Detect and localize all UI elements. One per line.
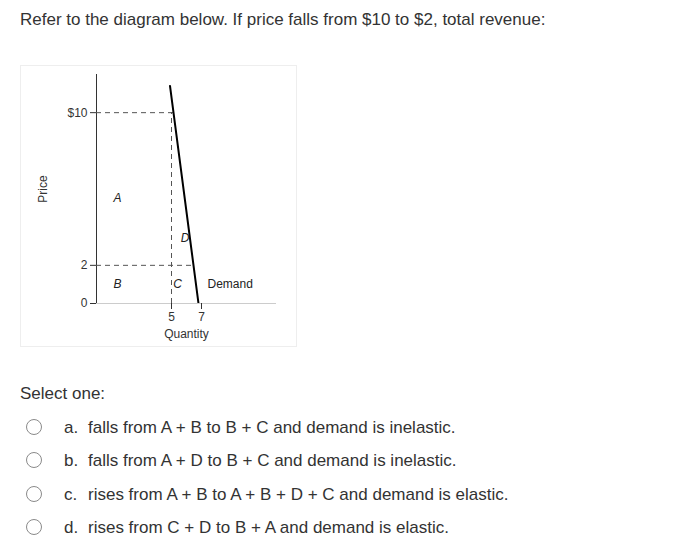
svg-text:Quantity: Quantity (164, 327, 209, 341)
html-text:c.: c. (64, 485, 78, 504)
html-text:Select one:: Select one: (20, 384, 106, 403)
html-text:rises from A + B to A + B + D: rises from A + B to A + B + D + C and de… (88, 485, 509, 504)
svg-text:0: 0 (81, 296, 88, 310)
html-text:Refer to the diagram below. If: Refer to the diagram below. If price fal… (20, 10, 546, 29)
html-text:a.: a. (64, 418, 79, 437)
svg-text:C: C (173, 277, 182, 291)
svg-text:B: B (113, 277, 121, 291)
html-text:b.: b. (64, 451, 79, 470)
svg-text:2: 2 (81, 258, 88, 272)
html-text:d.: d. (64, 518, 79, 537)
html-text:falls from A + B to B + C and: falls from A + B to B + C and demand is … (88, 418, 456, 437)
svg-text:A: A (112, 191, 121, 205)
svg-text:$10: $10 (67, 106, 87, 120)
svg-text:5: 5 (168, 310, 175, 324)
html-text:falls from A + D to B + C and: falls from A + D to B + C and demand is … (88, 451, 457, 470)
svg-text:Demand: Demand (208, 277, 253, 291)
html-text:rises from C + D to B + A and: rises from C + D to B + A and demand is … (88, 518, 449, 537)
svg-text:Price: Price (36, 175, 50, 203)
svg-text:7: 7 (198, 310, 205, 324)
svg-text:D: D (181, 231, 190, 245)
